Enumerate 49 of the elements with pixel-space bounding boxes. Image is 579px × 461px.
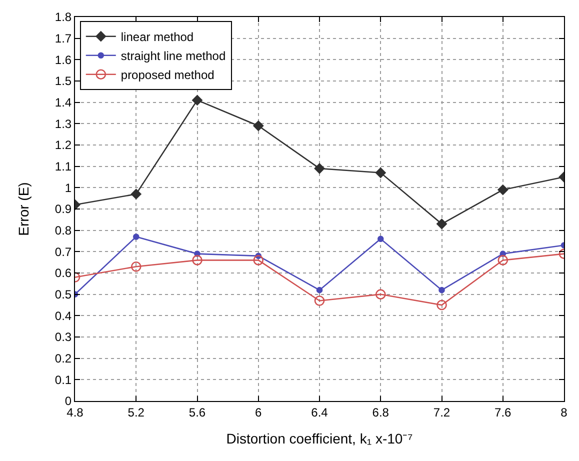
x-tick-label: 8 bbox=[560, 405, 568, 420]
point bbox=[316, 286, 323, 294]
y-tick-label: 0.2 bbox=[54, 352, 72, 366]
legend-label: straight line method bbox=[120, 49, 226, 64]
point bbox=[375, 168, 386, 178]
x-tick-label: 7.2 bbox=[433, 405, 450, 420]
y-tick-label: 0.6 bbox=[54, 266, 72, 280]
y-tick-label: 0.7 bbox=[54, 244, 72, 259]
legend-label: linear method bbox=[120, 30, 194, 44]
point bbox=[377, 236, 384, 242]
point bbox=[498, 255, 508, 266]
x-tick-label: 7.6 bbox=[494, 405, 512, 420]
y-tick-label: 1.6 bbox=[54, 52, 72, 67]
point bbox=[132, 234, 140, 240]
x-tick-label: 6.4 bbox=[311, 405, 328, 420]
point bbox=[130, 188, 142, 200]
point bbox=[130, 261, 142, 272]
y-tick-label: 0.4 bbox=[54, 308, 72, 323]
x-tick-label: 6 bbox=[255, 405, 262, 420]
point bbox=[253, 255, 264, 266]
legend-label: proposed method bbox=[120, 68, 214, 82]
point bbox=[498, 184, 508, 195]
y-tick-label: 1.8 bbox=[54, 10, 72, 24]
x-tick-label: 5.6 bbox=[188, 405, 206, 420]
x-tick-label: 6.8 bbox=[372, 405, 390, 420]
y-tick-label: 1.7 bbox=[54, 32, 72, 46]
point bbox=[375, 289, 386, 300]
point bbox=[192, 255, 202, 266]
y-tick-label: 1 bbox=[64, 180, 72, 195]
y-tick-label: 1.3 bbox=[54, 116, 72, 131]
y-tick-label: 0.8 bbox=[54, 224, 72, 238]
y-tick-label: 1.4 bbox=[54, 96, 72, 110]
y-tick-label: 1.1 bbox=[54, 160, 72, 174]
point bbox=[438, 286, 445, 294]
y-tick-label: 1.5 bbox=[54, 74, 72, 88]
y-tick-label: 1.2 bbox=[54, 138, 72, 152]
y-tick-label: 0.9 bbox=[54, 202, 72, 216]
y-tick-label: 0.3 bbox=[54, 330, 72, 344]
point bbox=[314, 296, 325, 306]
point bbox=[314, 163, 325, 174]
y-tick-label: 0.1 bbox=[54, 372, 72, 387]
point bbox=[253, 120, 264, 131]
x-tick-label: 5.2 bbox=[128, 405, 145, 420]
x-axis-title: Distortion coefficient, k₁ x-10⁻⁷ bbox=[226, 430, 413, 447]
y-axis-title: Error (E) bbox=[16, 182, 32, 236]
point bbox=[436, 300, 447, 310]
point bbox=[436, 218, 447, 230]
y-tick-label: 0.5 bbox=[54, 288, 72, 302]
point bbox=[192, 95, 202, 106]
